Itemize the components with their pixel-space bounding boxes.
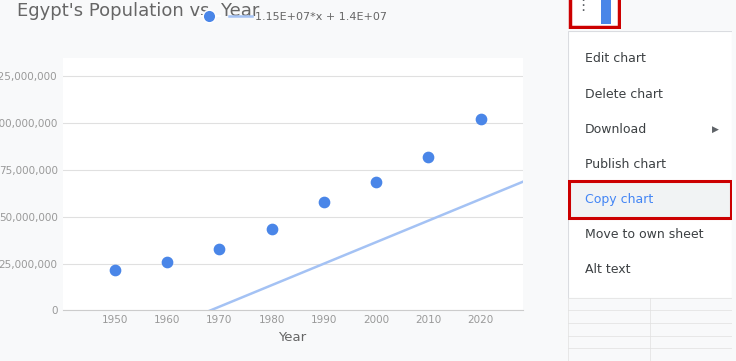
- Point: [213, 246, 225, 252]
- Point: [161, 259, 173, 265]
- Text: Copy chart: Copy chart: [584, 193, 653, 206]
- Point: [422, 154, 434, 160]
- Point: [318, 199, 330, 205]
- Text: ▶: ▶: [712, 125, 718, 134]
- Text: Publish chart: Publish chart: [584, 158, 665, 171]
- Point: [109, 268, 121, 273]
- Bar: [568, 182, 732, 217]
- Text: Alt text: Alt text: [584, 263, 630, 276]
- Text: Download: Download: [584, 123, 647, 136]
- Text: Edit chart: Edit chart: [584, 52, 645, 65]
- Text: Move to own sheet: Move to own sheet: [584, 228, 703, 241]
- Text: Delete chart: Delete chart: [584, 87, 662, 100]
- X-axis label: Year: Year: [278, 331, 307, 344]
- Bar: [569, 182, 731, 218]
- Text: ⋮: ⋮: [576, 0, 591, 13]
- Point: [370, 179, 382, 185]
- Text: Egypt's Population vs. Year: Egypt's Population vs. Year: [17, 2, 259, 20]
- Point: [266, 226, 277, 231]
- Legend: , 1.15E+07*x + 1.4E+07: , 1.15E+07*x + 1.4E+07: [194, 8, 392, 27]
- Point: [475, 116, 486, 122]
- Bar: [601, 0, 611, 24]
